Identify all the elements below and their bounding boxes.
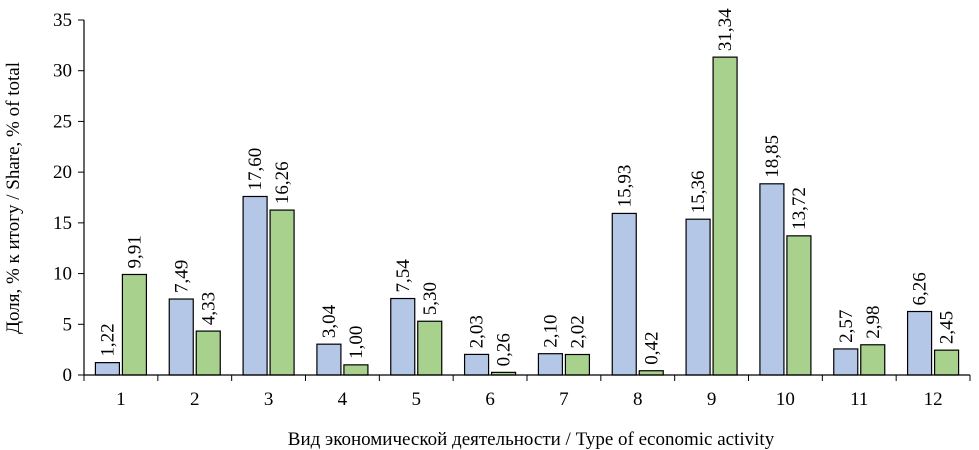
value-label-series2-cat1: 9,91 [124,235,145,268]
bar-series1-cat4 [316,343,342,376]
value-label-series2-cat9: 31,34 [715,8,736,51]
bar-series1-cat8 [611,212,637,376]
bar-series1-cat12 [906,310,933,376]
bar-series2-cat5 [417,320,443,376]
value-label-series2-cat7: 2,02 [567,315,588,348]
bar-series1-cat10 [759,183,785,376]
bar-series1-cat9 [685,218,711,376]
value-label-series2-cat6: 0,26 [494,333,515,366]
x-tick-label-9: 9 [707,389,717,410]
x-tick-label-6: 6 [485,389,495,410]
x-tick-label-2: 2 [190,389,200,410]
bar-series1-cat2 [168,298,194,376]
value-label-series1-cat5: 7,54 [393,259,414,293]
bars-layer [94,56,960,376]
x-axis-title: Вид экономической деятельности / Type of… [288,429,775,450]
value-label-series2-cat3: 16,26 [272,161,293,204]
value-label-series1-cat4: 3,04 [319,304,340,338]
y-tick-label-25: 25 [53,111,72,132]
bar-series2-cat9 [712,56,738,376]
value-label-series1-cat6: 2,03 [467,315,488,348]
value-label-series1-cat8: 15,93 [614,165,635,208]
x-tick-label-7: 7 [559,389,569,410]
value-label-series1-cat2: 7,49 [171,260,192,293]
y-tick-label-15: 15 [53,213,72,234]
y-axis-title: Доля, % к итогу / Share, % of total [3,62,24,334]
y-tick-label-10: 10 [53,264,72,285]
value-label-series1-cat9: 15,36 [688,170,709,213]
y-tick-label-30: 30 [53,61,72,82]
x-tick-label-5: 5 [412,389,422,410]
x-tick-label-11: 11 [850,389,868,410]
y-tick-label-35: 35 [53,10,72,31]
x-tick-label-10: 10 [776,389,795,410]
bar-series2-cat8 [638,370,664,376]
value-label-series2-cat10: 13,72 [789,187,810,230]
y-tick-label-0: 0 [63,365,73,386]
x-tick-label-4: 4 [338,389,348,410]
bar-series2-cat1 [121,273,148,376]
bar-series2-cat11 [860,344,886,376]
y-tick-label-20: 20 [53,162,72,183]
x-tick-label-12: 12 [924,389,943,410]
value-label-series1-cat3: 17,60 [245,148,266,191]
x-tick-label-1: 1 [116,389,126,410]
value-label-series1-cat12: 6,26 [910,272,931,305]
bar-series2-cat2 [195,330,221,376]
value-label-series1-cat11: 2,57 [836,310,857,343]
bar-series2-cat4 [343,364,369,376]
value-label-series2-cat12: 2,45 [937,311,958,344]
bar-series2-cat10 [786,235,812,376]
value-label-series2-cat4: 1,00 [346,326,367,359]
bar-series1-cat1 [94,362,121,376]
bar-series2-cat7 [564,353,591,376]
bar-series1-cat5 [390,297,416,376]
value-label-series1-cat10: 18,85 [762,135,783,178]
x-tick-label-3: 3 [264,389,274,410]
bar-series1-cat3 [242,195,268,376]
value-label-series2-cat8: 0,42 [641,331,662,364]
value-label-series2-cat11: 2,98 [863,306,884,339]
x-tick-label-8: 8 [633,389,643,410]
value-labels-layer: 1,22 9,91 7,49 4,33 17,60 16,26 3,04 1,00 7,54 5,… [97,8,957,366]
value-label-series1-cat7: 2,10 [540,314,561,347]
value-label-series2-cat5: 5,30 [420,282,441,315]
bar-series2-cat3 [269,209,295,376]
value-label-series2-cat2: 4,33 [198,292,219,325]
y-tick-label-5: 5 [63,314,73,335]
value-label-series1-cat1: 1,22 [97,323,118,356]
bar-series1-cat11 [833,348,859,376]
bar-series2-cat12 [933,349,960,376]
bar-series1-cat7 [537,353,564,376]
bar-series1-cat6 [463,353,490,376]
